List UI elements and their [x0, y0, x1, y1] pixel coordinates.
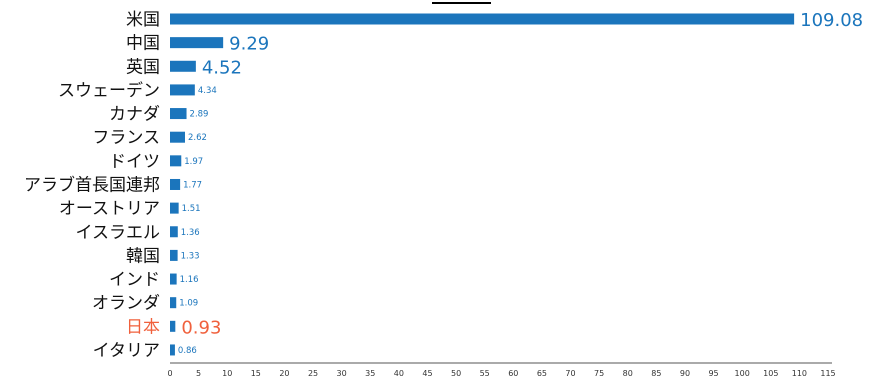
data-label: 109.08 — [800, 10, 863, 31]
bar-2 — [170, 37, 224, 49]
data-label: 0.86 — [178, 346, 197, 356]
x-tick-label: 50 — [451, 369, 461, 378]
data-label: 2.89 — [190, 110, 209, 120]
x-tick-label: 0 — [167, 369, 172, 378]
x-tick-label: 105 — [763, 369, 778, 378]
bar-1 — [170, 13, 795, 25]
data-label: 4.52 — [202, 57, 242, 78]
data-label: 1.16 — [180, 275, 199, 285]
bar-12 — [170, 273, 177, 285]
category-label: ドイツ — [109, 152, 160, 172]
x-tick-label: 30 — [337, 369, 347, 378]
x-tick-label: 15 — [251, 369, 261, 378]
data-label: 1.33 — [181, 251, 200, 261]
bar-10 — [170, 226, 178, 238]
x-tick-label: 85 — [651, 369, 661, 378]
data-label: 0.93 — [181, 317, 221, 338]
x-tick-label: 75 — [594, 369, 604, 378]
x-tick-label: 90 — [680, 369, 690, 378]
bar-3 — [170, 60, 196, 72]
category-label: イスラエル — [76, 223, 161, 243]
category-label: 中国 — [126, 34, 160, 54]
bar-14 — [170, 320, 176, 332]
bar-13 — [170, 297, 177, 309]
x-tick-label: 110 — [792, 369, 807, 378]
x-tick-label: 60 — [508, 369, 518, 378]
category-label: イタリア — [93, 341, 160, 361]
x-tick-label: 65 — [537, 369, 547, 378]
category-label: オランダ — [92, 294, 160, 314]
data-label: 1.97 — [184, 157, 203, 167]
x-tick-label: 20 — [279, 369, 289, 378]
bar-15 — [170, 344, 175, 356]
data-label: 4.34 — [198, 86, 217, 96]
category-labels: 米国中国英国スウェーデンカナダフランスドイツアラブ首長国連邦オーストリアイスラエ… — [24, 10, 160, 361]
category-label: 米国 — [126, 10, 160, 30]
data-label: 1.36 — [181, 228, 200, 238]
data-label: 2.62 — [188, 133, 207, 143]
x-tick-label: 10 — [222, 369, 232, 378]
x-tick-label: 25 — [308, 369, 318, 378]
x-tick-label: 115 — [820, 369, 835, 378]
data-label: 1.51 — [182, 204, 201, 214]
bar-9 — [170, 202, 179, 214]
category-label: スウェーデン — [58, 80, 160, 101]
bar-5 — [170, 108, 187, 120]
x-tick-label: 95 — [708, 369, 718, 378]
bar-6 — [170, 131, 185, 143]
x-tick-label: 55 — [480, 369, 490, 378]
x-tick-label: 35 — [365, 369, 375, 378]
bar-4 — [170, 84, 195, 96]
bar-8 — [170, 178, 181, 190]
category-label: インド — [109, 270, 160, 290]
x-tick-label: 80 — [623, 369, 633, 378]
category-label: 韓国 — [126, 246, 160, 266]
category-label: カナダ — [109, 105, 160, 125]
bars — [170, 13, 795, 356]
x-tick-label: 70 — [565, 369, 575, 378]
x-tick-label: 5 — [196, 369, 201, 378]
data-labels: 109.08 9.294.52 4.34 2.89 2.62 1.97 1.77 1.51 1.… — [178, 10, 863, 356]
data-label: 9.29 — [229, 34, 269, 55]
category-label: 英国 — [126, 57, 160, 77]
x-tick-label: 45 — [422, 369, 432, 378]
category-label: オーストリア — [59, 199, 160, 219]
category-label: 日本 — [126, 317, 160, 337]
bar-11 — [170, 249, 178, 261]
data-label: 1.09 — [179, 299, 198, 309]
category-label: フランス — [92, 128, 160, 148]
category-label: アラブ首長国連邦 — [24, 174, 160, 195]
x-tick-label: 40 — [394, 369, 404, 378]
bar-7 — [170, 155, 182, 167]
x-tick-labels: 0 5 10 15 20 25 30 35 40 45 50 55 60 65 70 75 80 85 90 95 10… — [167, 369, 835, 378]
x-tick-label: 100 — [735, 369, 750, 378]
data-label: 1.77 — [183, 180, 202, 190]
